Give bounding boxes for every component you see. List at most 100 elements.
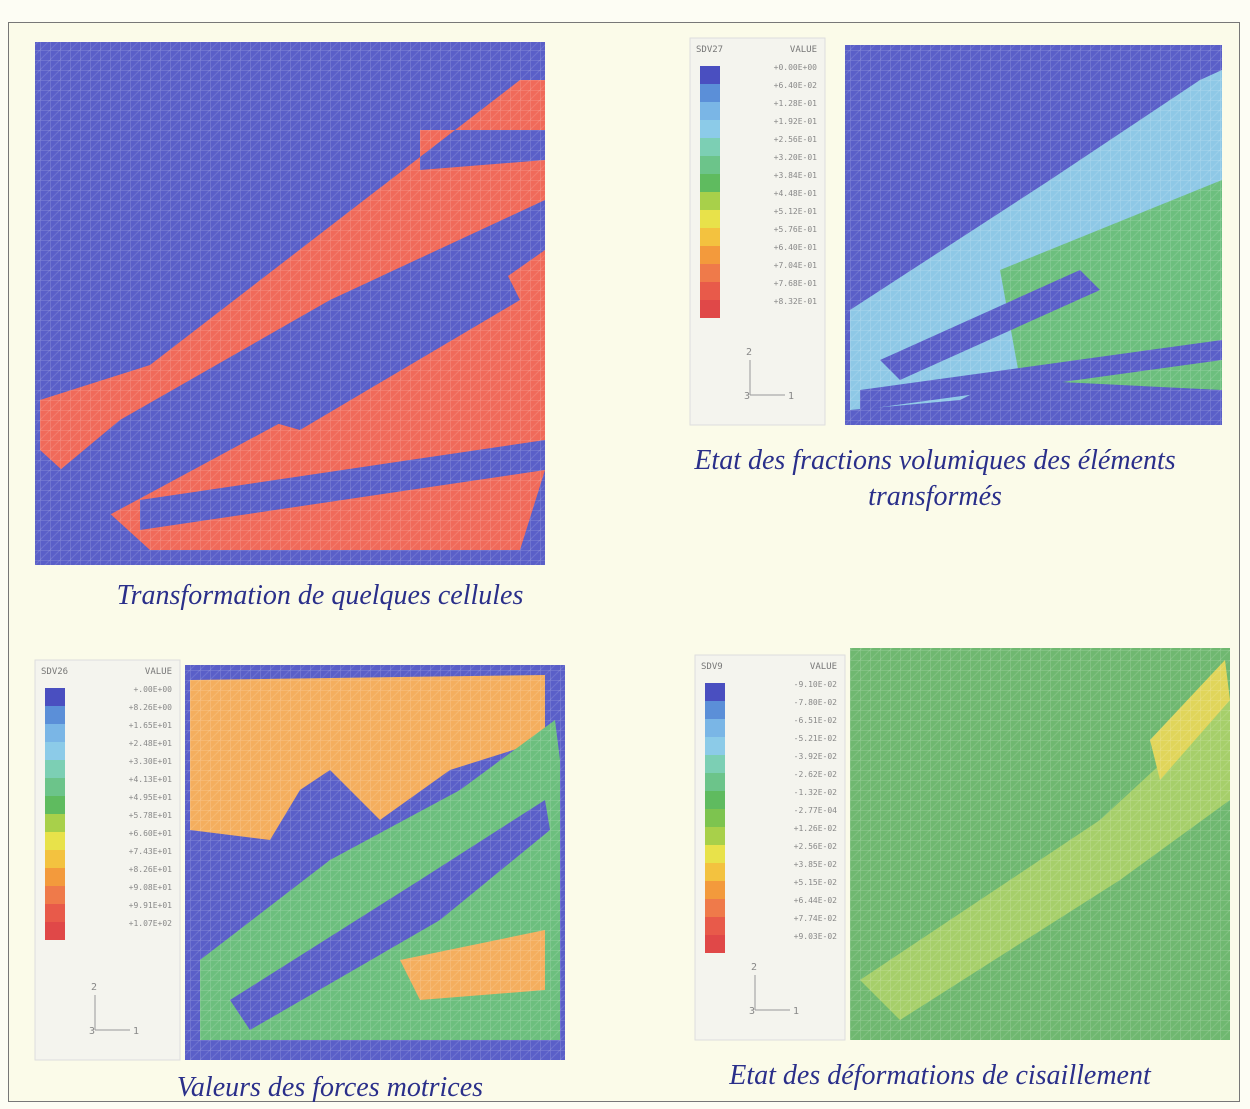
legend-value: +6.60E+01 [129,829,173,838]
legend-value: +5.76E-01 [774,225,818,234]
legend-swatch [700,192,720,210]
legend-variable: SDV9 [701,662,723,672]
legend-swatch [705,881,725,899]
legend-swatch [45,922,65,940]
legend-value: +3.84E-01 [774,171,818,180]
legend-swatch [45,742,65,760]
legend-value: -3.92E-02 [794,752,838,761]
triad-label: 3 [89,1026,95,1037]
legend-value: -5.21E-02 [794,734,838,743]
legend-value: +5.78E+01 [129,811,173,820]
legend-swatch [705,755,725,773]
legend-swatch [705,899,725,917]
contour-plot [35,42,545,565]
legend-swatch [705,863,725,881]
triad-label: 3 [749,1006,755,1017]
caption: Transformation de quelques cellules [116,580,524,611]
legend-swatch [700,66,720,84]
legend-value: +1.92E-01 [774,117,818,126]
legend-swatch [45,796,65,814]
legend-value: +9.91E+01 [129,901,173,910]
legend-value: +0.00E+00 [774,63,818,72]
legend-swatch [700,300,720,318]
legend-value: -2.62E-02 [794,770,838,779]
legend-swatch [45,904,65,922]
legend-value: +5.15E-02 [794,878,838,887]
legend-value: +1.28E-01 [774,99,818,108]
legend-header: VALUE [810,662,837,672]
legend-swatch [45,814,65,832]
legend-value: +9.08E+01 [129,883,173,892]
legend-swatch [700,282,720,300]
contour-plot [850,648,1230,1040]
legend-swatch [45,724,65,742]
contour-plot [845,45,1222,425]
legend-value: +7.74E-02 [794,914,838,923]
legend-swatch [705,935,725,953]
legend-swatch [700,138,720,156]
legend-swatch [45,850,65,868]
legend-value: +7.04E-01 [774,261,818,270]
legend-value: +1.65E+01 [129,721,173,730]
legend-value: -2.77E-04 [794,806,838,815]
legend-swatch [700,174,720,192]
legend-value: -7.80E-02 [794,698,838,707]
triad-label: 1 [793,1006,799,1017]
legend-swatch [45,688,65,706]
legend-swatch [45,832,65,850]
legend-value: +7.68E-01 [774,279,818,288]
legend-value: +2.48E+01 [129,739,173,748]
legend-swatch [700,246,720,264]
triad-label: 2 [91,982,97,993]
legend-header: VALUE [145,667,172,677]
legend-value: +1.26E-02 [794,824,838,833]
legend-swatch [700,120,720,138]
legend-swatch [705,827,725,845]
legend-swatch [45,706,65,724]
legend-value: +2.56E-01 [774,135,818,144]
legend-swatch [705,719,725,737]
legend-value: +4.95E+01 [129,793,173,802]
triad-label: 2 [746,347,752,358]
legend-header: VALUE [790,45,817,55]
legend-swatch [700,156,720,174]
triad-label: 3 [744,391,750,402]
legend-swatch [45,760,65,778]
legend-swatch [700,228,720,246]
legend-value: +6.40E-02 [774,81,818,90]
legend-value: +2.56E-02 [794,842,838,851]
legend-swatch [700,102,720,120]
legend-swatch [705,701,725,719]
legend-swatch [705,737,725,755]
legend-swatch [705,773,725,791]
legend-swatch [45,886,65,904]
legend-value: +3.30E+01 [129,757,173,766]
legend-value: +6.40E-01 [774,243,818,252]
legend-value: +4.13E+01 [129,775,173,784]
legend-swatch [705,845,725,863]
legend-value: +5.12E-01 [774,207,818,216]
legend-value: -9.10E-02 [794,680,838,689]
triad-label: 2 [751,962,757,973]
caption: Etat des fractions volumiques des élémen… [694,445,1176,512]
legend-value: +7.43E+01 [129,847,173,856]
legend-swatch [705,917,725,935]
legend-variable: SDV26 [41,667,68,677]
triad-label: 1 [788,391,794,402]
caption: Etat des déformations de cisaillement [729,1060,1151,1091]
triad-label: 1 [133,1026,139,1037]
legend-swatch [45,868,65,886]
legend-variable: SDV27 [696,45,723,55]
legend-swatch [705,809,725,827]
legend-value: -1.32E-02 [794,788,838,797]
legend-swatch [700,84,720,102]
legend-swatch [700,264,720,282]
legend-swatch [45,778,65,796]
legend-value: +9.03E-02 [794,932,838,941]
legend-swatch [700,210,720,228]
legend-value: +3.20E-01 [774,153,818,162]
legend-value: +4.48E-01 [774,189,818,198]
legend-value: +1.07E+02 [129,919,173,928]
